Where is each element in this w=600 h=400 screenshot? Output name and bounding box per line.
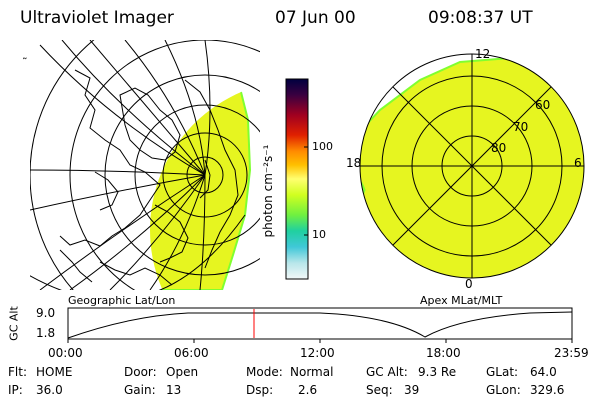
mlat-label-80: 80 — [491, 141, 507, 155]
seq-value: 39 — [404, 383, 420, 397]
timeline-x-tick-0000: 00:00 — [48, 346, 83, 360]
colorbar-scale — [285, 78, 309, 280]
altitude-timeline — [67, 307, 573, 343]
mlat-label-70: 70 — [513, 120, 529, 134]
apex-polar-map — [359, 53, 585, 279]
gain-label: Gain: — [124, 383, 156, 397]
timeline-x-tick-1800: 18:00 — [426, 346, 461, 360]
colorbar — [285, 78, 309, 280]
aurora-image-right — [360, 56, 584, 278]
ip-label: IP: — [8, 383, 23, 397]
seq-label: Seq: — [366, 383, 393, 397]
geographic-caption: Geographic Lat/Lon — [68, 294, 176, 307]
timeline-y-label: GC Alt — [7, 306, 21, 341]
instrument-title: Ultraviolet Imager — [20, 8, 174, 28]
glat-label: GLat: — [486, 365, 519, 379]
door-label: Door: — [124, 365, 157, 379]
mlt-label-6: 6 — [574, 156, 582, 170]
coastlines — [59, 69, 239, 286]
time-label: 09:08:37 UT — [428, 8, 533, 28]
mlt-label-12: 12 — [475, 47, 491, 61]
glon-label: GLon: — [486, 383, 521, 397]
glat-value: 64.0 — [530, 365, 557, 379]
timeline-x-tick-0600: 06:00 — [174, 346, 209, 360]
apex-caption: Apex MLat/MLT — [420, 294, 503, 307]
dsp-value: 2.6 — [298, 383, 318, 397]
mlat-label-60: 60 — [535, 98, 551, 112]
mlt-label-0: 0 — [465, 277, 473, 291]
timeline-y-tick-low: 1.8 — [36, 326, 56, 340]
gc-alt-value: 9.3 Re — [418, 365, 457, 379]
flight-value: HOME — [36, 365, 73, 379]
glon-value: 329.6 — [530, 383, 565, 397]
gain-value: 13 — [166, 383, 182, 397]
flight-label: Flt: — [8, 365, 27, 379]
date-label: 07 Jun 00 — [275, 8, 356, 28]
geo-corner-mark: ˜ — [22, 56, 28, 69]
colorbar-tick-label-10: 10 — [312, 228, 326, 241]
altitude-curve — [67, 311, 573, 339]
mlt-label-18: 18 — [346, 156, 362, 170]
mode-value: Normal — [290, 365, 334, 379]
timeline-y-tick-high: 9.0 — [36, 306, 56, 320]
ip-value: 36.0 — [36, 383, 63, 397]
timeline-x-tick-2359: 23:59 — [554, 346, 589, 360]
mode-label: Mode: — [246, 365, 283, 379]
door-value: Open — [166, 365, 199, 379]
gc-alt-label: GC Alt: — [366, 365, 408, 379]
polar-grid — [359, 53, 585, 279]
timeline-x-tick-1200: 12:00 — [300, 346, 335, 360]
dsp-label: Dsp: — [246, 383, 274, 397]
colorbar-tick-label-100: 100 — [312, 140, 333, 153]
colorbar-unit-label: photon cm⁻²s⁻¹ — [261, 144, 275, 238]
